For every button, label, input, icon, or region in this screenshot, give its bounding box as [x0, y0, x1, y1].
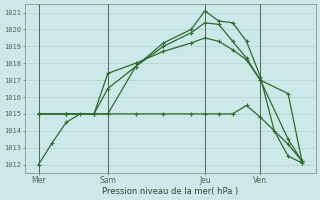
X-axis label: Pression niveau de la mer( hPa ): Pression niveau de la mer( hPa ) [102, 187, 238, 196]
